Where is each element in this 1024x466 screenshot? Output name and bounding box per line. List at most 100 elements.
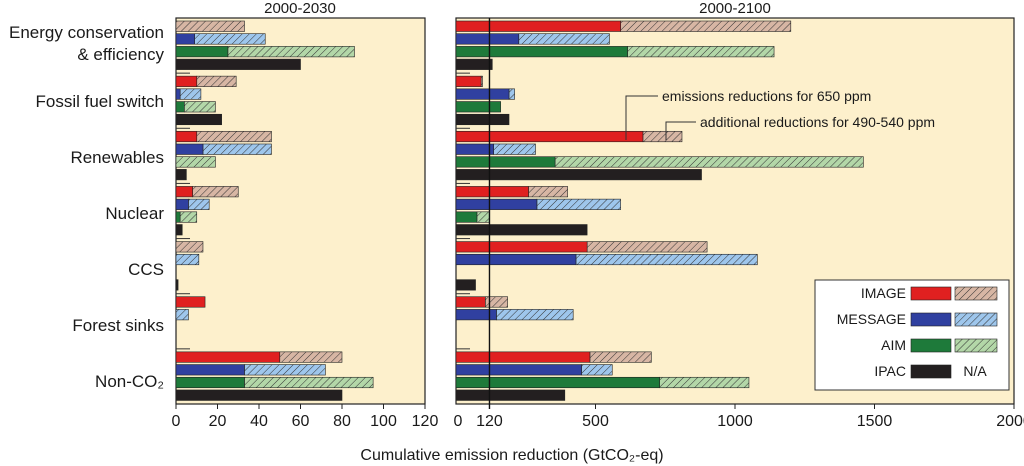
bar-ipac-650ppm [455, 169, 702, 181]
category-label-forest: Forest sinks [72, 316, 164, 335]
bar-message-650ppm [175, 33, 195, 45]
bar-image-650ppm [175, 351, 281, 363]
bar-image-650ppm [455, 296, 486, 308]
bar-aim-650ppm [455, 211, 478, 223]
bar-ipac-650ppm [455, 389, 566, 401]
bar-image-additional [175, 20, 245, 32]
bar-ipac-650ppm [455, 113, 510, 126]
legend-swatch-aim-hatched [954, 338, 998, 353]
bar-image-650ppm [175, 296, 206, 308]
bar-message-additional [496, 309, 574, 321]
annotation-leader-solid [625, 95, 658, 140]
bar-ipac-650ppm [455, 224, 588, 236]
bar-image-650ppm [455, 20, 621, 32]
x-tick-label: 500 [582, 413, 609, 430]
bar-message-additional [536, 198, 621, 210]
bar-ipac-650ppm [175, 224, 183, 236]
bar-aim-650ppm [455, 46, 628, 58]
category-label-renewables: Renewables [70, 148, 164, 167]
bar-message-additional [202, 143, 272, 155]
x-tick-label: 40 [250, 413, 268, 430]
bar-aim-650ppm [175, 211, 181, 223]
bar-aim-additional [175, 156, 216, 168]
bar-message-additional [179, 88, 202, 100]
x-axis-ticks: 120 500 1000 1500 2000 0 [454, 404, 1024, 430]
bar-aim-additional [554, 156, 864, 168]
annotation-solid: emissions reductions for 650 ppm [662, 88, 871, 104]
bar-message-650ppm [455, 88, 510, 100]
category-labels: Energy conservation & efficiency Fossil … [9, 23, 164, 391]
x-tick-label: 120 [476, 413, 503, 430]
bar-message-650ppm [175, 198, 189, 210]
bar-image-additional [589, 351, 652, 363]
bar-image-additional [196, 75, 237, 87]
bar-message-additional [575, 253, 758, 266]
category-label-energy-line2: & efficiency [77, 45, 164, 64]
bar-message-650ppm [455, 143, 494, 155]
x-tick-label: 0 [172, 413, 181, 430]
x-tick-label: 120 [412, 413, 439, 430]
bar-aim-additional [184, 101, 216, 113]
x-tick-label: 80 [333, 413, 351, 430]
bar-aim-additional [659, 376, 750, 389]
bar-aim-650ppm [455, 156, 556, 168]
bar-aim-additional [244, 376, 374, 389]
bar-aim-additional [476, 211, 490, 223]
bar-message-additional [175, 309, 189, 321]
annotation-leader-hatched [665, 121, 696, 140]
bar-image-additional [484, 296, 508, 308]
bar-image-650ppm [175, 130, 198, 143]
x-tick-label: 0 [454, 413, 463, 430]
legend-na-label: N/A [963, 363, 987, 379]
bar-message-additional [493, 143, 536, 155]
x-axis-ticks: 0 20 40 60 80 100 120 [172, 404, 439, 430]
legend-label-aim: AIM [881, 337, 906, 353]
bar-image-additional [586, 241, 708, 253]
x-tick-label: 20 [209, 413, 227, 430]
x-axis-label: Cumulative emission reduction (GtCO₂-eq) [360, 447, 663, 464]
bar-aim-additional [627, 46, 775, 58]
panel-title: 2000-2100 [699, 0, 771, 17]
bar-message-650ppm [175, 143, 204, 155]
bar-ipac-650ppm [175, 389, 343, 401]
legend-label-ipac: IPAC [874, 363, 906, 379]
bar-image-additional [192, 186, 239, 198]
x-tick-label: 100 [370, 413, 397, 430]
bar-image-650ppm [455, 241, 588, 253]
bar-image-additional [620, 20, 792, 32]
bar-aim-650ppm [175, 376, 245, 389]
bar-message-additional [581, 364, 613, 376]
bar-image-650ppm [175, 75, 198, 87]
bar-image-additional [175, 241, 204, 253]
bar-ipac-650ppm [175, 279, 179, 291]
bar-ipac-650ppm [175, 169, 187, 181]
bar-ipac-650ppm [455, 279, 476, 291]
bar-image-650ppm [175, 186, 193, 198]
panel-2000-2030: 2000-2030 0 20 40 60 80 100 120 [172, 0, 439, 430]
bar-image-650ppm [455, 75, 482, 87]
x-tick-label: 2000 [996, 413, 1024, 430]
legend-label-message: MESSAGE [837, 311, 906, 327]
annotation-hatched: additional reductions for 490-540 ppm [700, 114, 935, 130]
annotations: emissions reductions for 650 ppm additio… [625, 88, 935, 140]
bar-message-additional [518, 33, 610, 45]
bar-image-additional [642, 130, 683, 143]
panel-title: 2000-2030 [264, 0, 336, 17]
bar-aim-additional [227, 46, 355, 58]
legend-swatch-message-hatched [954, 312, 998, 327]
bar-message-additional [194, 33, 266, 45]
legend: IMAGE MESSAGE AIM IPAC N/A [814, 279, 1010, 391]
category-label-ccs: CCS [128, 260, 164, 279]
bar-message-650ppm [455, 33, 520, 45]
x-tick-label: 1500 [857, 413, 893, 430]
bar-ipac-650ppm [455, 58, 493, 70]
bar-image-additional [528, 186, 568, 198]
x-tick-label: 60 [292, 413, 310, 430]
bar-message-additional [508, 88, 515, 100]
bar-aim-650ppm [175, 101, 185, 113]
bar-image-additional [279, 351, 343, 363]
category-label-energy-line1: Energy conservation [9, 23, 164, 42]
legend-swatch-image-hatched [954, 286, 998, 301]
x-tick-label: 1000 [717, 413, 753, 430]
category-label-nonco2: Non-CO₂ [95, 372, 164, 391]
